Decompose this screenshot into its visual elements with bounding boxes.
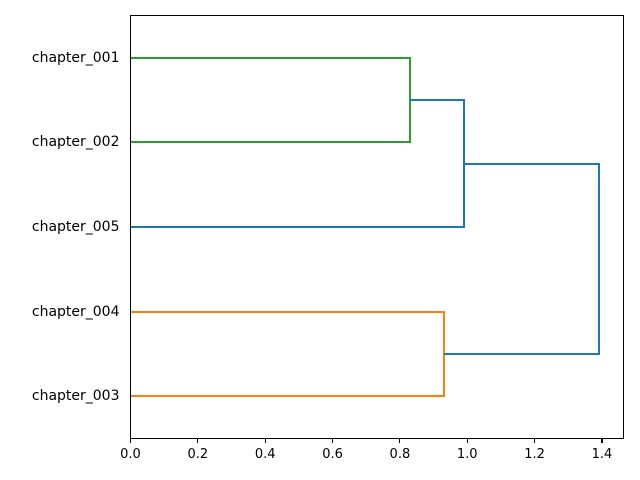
x-tick-mark bbox=[331, 438, 334, 443]
link-segment bbox=[130, 226, 465, 228]
x-tick-label: 0.4 bbox=[254, 446, 276, 462]
link-segment bbox=[130, 310, 445, 313]
x-tick-label: 0.8 bbox=[389, 446, 411, 462]
link-segment bbox=[597, 162, 600, 355]
x-tick-mark bbox=[466, 438, 468, 443]
x-tick-label: 0.2 bbox=[187, 446, 209, 462]
link-segment bbox=[409, 99, 465, 102]
link-segment bbox=[130, 56, 411, 59]
x-tick-mark bbox=[197, 438, 199, 443]
link-segment bbox=[130, 141, 411, 144]
x-tick-mark bbox=[601, 438, 603, 443]
x-tick-label: 0.0 bbox=[120, 446, 141, 462]
x-tick-label: 1.4 bbox=[591, 446, 613, 462]
leaf-label-chapter_002: chapter_002 bbox=[31, 134, 120, 151]
link-segment bbox=[463, 162, 600, 165]
x-tick-label: 1.2 bbox=[524, 446, 545, 462]
x-tick-mark bbox=[129, 438, 132, 443]
leaf-label-chapter_005: chapter_005 bbox=[31, 219, 120, 235]
leaf-label-chapter_004: chapter_004 bbox=[31, 303, 120, 320]
link-segment bbox=[443, 352, 600, 355]
x-tick-mark bbox=[399, 438, 401, 443]
x-tick-label: 0.6 bbox=[322, 446, 343, 462]
leaf-label-chapter_003: chapter_003 bbox=[31, 388, 120, 405]
leaf-label-chapter_001: chapter_001 bbox=[31, 49, 120, 66]
link-segment bbox=[130, 395, 445, 398]
x-tick-mark bbox=[533, 438, 536, 443]
x-tick-mark bbox=[264, 438, 266, 443]
x-tick-label: 1.0 bbox=[456, 446, 478, 462]
